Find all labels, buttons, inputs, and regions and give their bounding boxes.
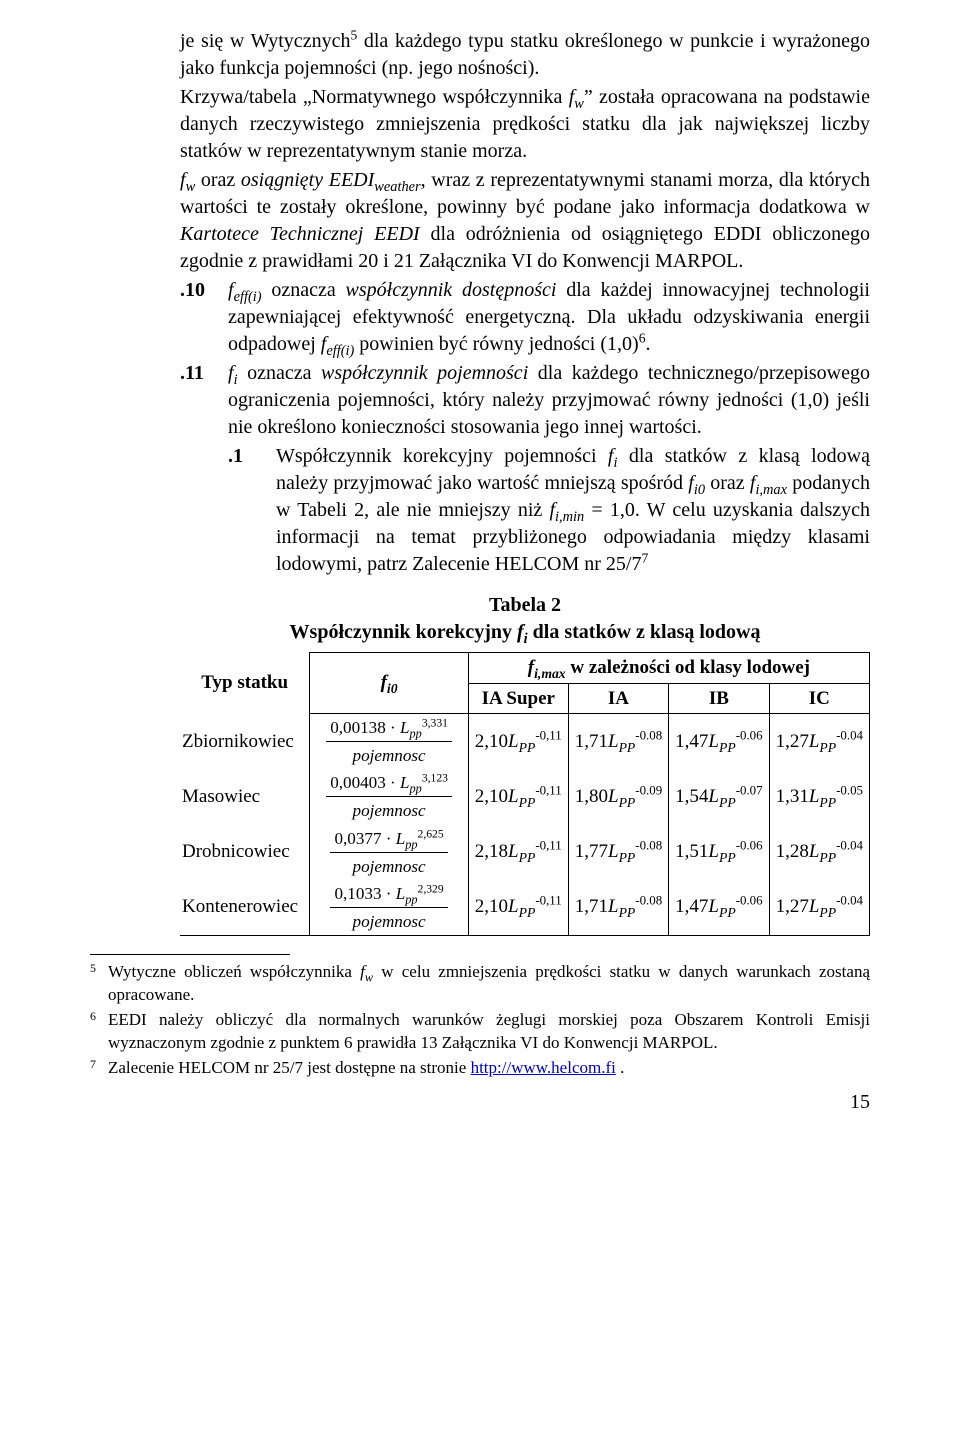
table-row: Zbiornikowiec0,00138 · Lpp3,331pojemnosc… xyxy=(180,714,870,770)
table-title-line1: Tabela 2 xyxy=(180,592,870,619)
fn7-ref: 7 xyxy=(641,550,648,565)
item-11: .11 fi oznacza współczynnik pojemności d… xyxy=(180,360,870,441)
fn6-num: 6 xyxy=(90,1008,108,1054)
row-ia_super: 2,10LPP-0,11 xyxy=(468,880,568,936)
item-11-body: fi oznacza współczynnik pojemności dla k… xyxy=(228,360,870,441)
num-10: .10 xyxy=(180,279,205,301)
item-10-body: feff(i) oznacza współczynnik dostępności… xyxy=(228,277,870,358)
para-2: Krzywa/tabela „Normatywnego współczynnik… xyxy=(180,84,870,165)
row-ia_super: 2,10LPP-0,11 xyxy=(468,714,568,770)
page-number: 15 xyxy=(180,1089,870,1116)
th-fimax: fi,max w zależności od klasy lodowej xyxy=(468,653,869,684)
table-row: Masowiec0,00403 · Lpp3,123pojemnosc2,10L… xyxy=(180,769,870,824)
table-title: Tabela 2 Współczynnik korekcyjny fi dla … xyxy=(180,592,870,646)
item-10: .10 feff(i) oznacza współczynnik dostępn… xyxy=(180,277,870,358)
num-11-1: .1 xyxy=(228,445,243,467)
eedi-italic: osiągnięty EEDIweather xyxy=(241,169,421,191)
table-row: Kontenerowiec0,1033 · Lpp2,329pojemnosc2… xyxy=(180,880,870,936)
p2-a: Krzywa/tabela „Normatywnego współczynnik… xyxy=(180,86,569,108)
row-ia: 1,77LPP-0.08 xyxy=(568,825,668,880)
fn6-text: EEDI należy obliczyć dla normalnych waru… xyxy=(108,1009,870,1055)
row-name: Masowiec xyxy=(180,769,310,824)
fw-sym2: fw xyxy=(180,169,195,191)
table-row: Drobnicowiec0,0377 · Lpp2,625pojemnosc2,… xyxy=(180,825,870,880)
row-ic: 1,31LPP-0.05 xyxy=(769,769,869,824)
row-ic: 1,27LPP-0.04 xyxy=(769,880,869,936)
row-ic: 1,28LPP-0.04 xyxy=(769,825,869,880)
row-fi0: 0,0377 · Lpp2,625pojemnosc xyxy=(310,825,468,880)
fn7-text: Zalecenie HELCOM nr 25/7 jest dostępne n… xyxy=(108,1057,870,1080)
row-ib: 1,51LPP-0.06 xyxy=(669,825,769,880)
th-ia-super: IA Super xyxy=(468,683,568,714)
fn5-num: 5 xyxy=(90,960,108,1006)
row-ia: 1,71LPP-0.08 xyxy=(568,714,668,770)
row-ia: 1,71LPP-0.08 xyxy=(568,880,668,936)
row-name: Kontenerowiec xyxy=(180,880,310,936)
footnote-7: 7 Zalecenie HELCOM nr 25/7 jest dostępne… xyxy=(90,1057,870,1080)
row-fi0: 0,00138 · Lpp3,331pojemnosc xyxy=(310,714,468,770)
p3-b: oraz xyxy=(195,169,241,191)
row-ia_super: 2,18LPP-0,11 xyxy=(468,825,568,880)
th-ib: IB xyxy=(669,683,769,714)
row-fi0: 0,00403 · Lpp3,123pojemnosc xyxy=(310,769,468,824)
kartotece: Kartotece Technicznej EEDI xyxy=(180,223,420,245)
p1-a: je się w Wytycznych xyxy=(180,30,350,52)
th-ia: IA xyxy=(568,683,668,714)
item-11-1: .1 Współczynnik korekcyjny pojemności fi… xyxy=(228,443,870,578)
footnote-6: 6 EEDI należy obliczyć dla normalnych wa… xyxy=(90,1009,870,1055)
coefficient-table: Typ statku fi0 fi,max w zależności od kl… xyxy=(180,652,870,936)
row-name: Zbiornikowiec xyxy=(180,714,310,770)
row-name: Drobnicowiec xyxy=(180,825,310,880)
fn7-num: 7 xyxy=(90,1056,108,1079)
row-ib: 1,54LPP-0.07 xyxy=(669,769,769,824)
row-ia: 1,80LPP-0.09 xyxy=(568,769,668,824)
fw-sym: fw xyxy=(569,86,584,108)
item-11-1-body: Współczynnik korekcyjny pojemności fi dl… xyxy=(276,443,870,578)
row-ib: 1,47LPP-0.06 xyxy=(669,880,769,936)
footnotes: 5 Wytyczne obliczeń współczynnika fw w c… xyxy=(90,961,870,1080)
row-ib: 1,47LPP-0.06 xyxy=(669,714,769,770)
para-3: fw oraz osiągnięty EEDIweather, wraz z r… xyxy=(180,167,870,275)
footnote-rule xyxy=(90,954,290,955)
footnote-5: 5 Wytyczne obliczeń współczynnika fw w c… xyxy=(90,961,870,1007)
fn5-text: Wytyczne obliczeń współczynnika fw w cel… xyxy=(108,961,870,1007)
row-fi0: 0,1033 · Lpp2,329pojemnosc xyxy=(310,880,468,936)
para-1: je się w Wytycznych5 dla każdego typu st… xyxy=(180,28,870,82)
table-title-line2: Współczynnik korekcyjny fi dla statków z… xyxy=(180,619,870,646)
th-fi0: fi0 xyxy=(310,653,468,714)
row-ia_super: 2,10LPP-0,11 xyxy=(468,769,568,824)
th-typ: Typ statku xyxy=(180,653,310,714)
th-ic: IC xyxy=(769,683,869,714)
row-ic: 1,27LPP-0.04 xyxy=(769,714,869,770)
helcom-link[interactable]: http://www.helcom.fi xyxy=(471,1058,616,1077)
num-11: .11 xyxy=(180,362,204,384)
